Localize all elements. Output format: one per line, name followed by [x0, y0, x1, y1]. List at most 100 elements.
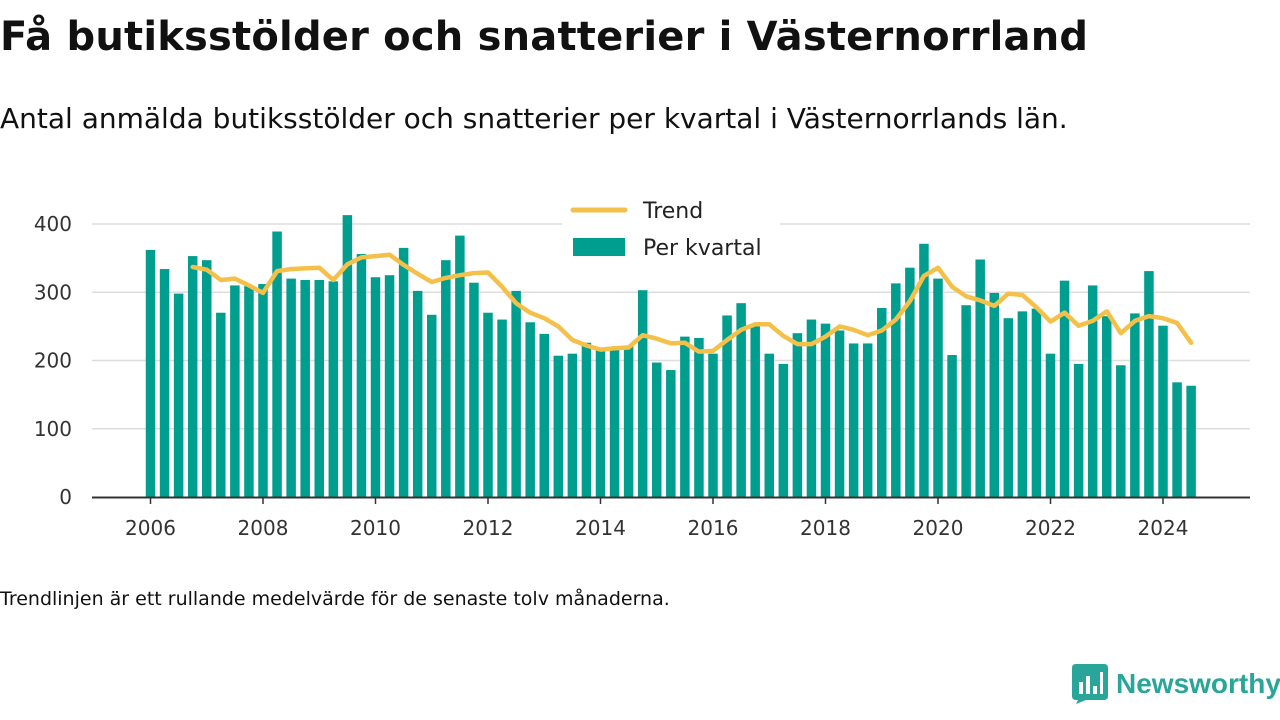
bar: [820, 323, 831, 497]
bar: [834, 330, 845, 497]
bar: [1087, 285, 1098, 497]
legend: Trend Per kvartal: [562, 192, 780, 264]
bar: [173, 293, 184, 497]
bar: [567, 353, 578, 497]
bar: [384, 275, 395, 497]
bar: [202, 260, 212, 497]
x-tick-label: 2022: [1025, 516, 1076, 540]
bar: [314, 279, 324, 497]
bar: [511, 290, 521, 497]
bar: [862, 343, 873, 497]
bar: [637, 290, 648, 497]
bar: [539, 333, 549, 497]
bar: [1031, 308, 1042, 497]
bar: [891, 283, 901, 497]
bar: [609, 348, 620, 497]
x-tick-label: 2024: [1138, 516, 1189, 540]
x-tick-label: 2012: [463, 516, 514, 540]
bar: [905, 267, 915, 497]
bar: [623, 345, 634, 497]
bar: [1130, 313, 1140, 497]
bar: [1144, 271, 1154, 497]
bar: [1172, 382, 1182, 497]
brand-name: Newsworthy: [1116, 668, 1280, 699]
bar: [595, 350, 606, 497]
bar: [342, 215, 353, 497]
bar: [1003, 318, 1014, 497]
bar: [216, 312, 226, 497]
bar: [947, 355, 957, 497]
bar: [356, 254, 367, 497]
y-tick-label: 400: [34, 212, 72, 236]
trend-series: [190, 252, 1194, 354]
bar: [187, 256, 198, 497]
bar: [525, 322, 535, 497]
chart-title: Få butiksstölder och snatterier i Väster…: [0, 14, 1089, 60]
bar: [736, 303, 746, 497]
bar: [230, 285, 240, 497]
bar: [1059, 280, 1070, 497]
bar: [1102, 316, 1112, 497]
bar: [300, 279, 310, 497]
bar: [933, 278, 943, 497]
brand-logo[interactable]: Newsworthy: [1072, 664, 1280, 704]
bar: [848, 343, 859, 497]
bar: [877, 307, 887, 497]
legend-bar-label: Per kvartal: [643, 236, 762, 261]
y-tick-label: 100: [34, 417, 72, 441]
bar: [919, 243, 929, 497]
bar: [806, 319, 817, 497]
bar: [666, 370, 676, 497]
bar: [989, 292, 999, 497]
bar: [553, 355, 564, 497]
axes: 0 100 200 300 400 2006 2008 2010 2012 2014 2016 201…: [34, 212, 1250, 540]
x-tick-label: 2010: [350, 516, 401, 540]
bar: [581, 342, 592, 497]
x-tick-label: 2018: [800, 516, 851, 540]
footnote: Trendlinjen är ett rullande medelvärde f…: [0, 588, 670, 610]
bar: [328, 281, 339, 497]
bar: [497, 319, 507, 497]
x-tick-label: 2014: [575, 516, 626, 540]
bar: [1116, 365, 1126, 497]
x-tick-label: 2008: [238, 516, 289, 540]
bar: [778, 363, 789, 497]
bar: [1186, 385, 1196, 497]
bar: [1158, 325, 1168, 497]
bar: [455, 235, 465, 498]
bar-series: [145, 215, 1196, 498]
bar: [370, 277, 381, 497]
bar: [244, 286, 254, 497]
bar: [469, 282, 479, 497]
bar: [722, 315, 732, 497]
bar: [412, 290, 423, 497]
bar: [975, 259, 985, 497]
y-tick-label: 300: [34, 280, 72, 304]
bar: [764, 353, 774, 497]
bar: [750, 324, 760, 497]
bar: [652, 362, 662, 497]
chart-subtitle: Antal anmälda butiksstölder och snatteri…: [0, 102, 1068, 135]
y-tick-label: 0: [59, 485, 72, 509]
bar: [961, 305, 971, 497]
trend-line: [190, 252, 1194, 354]
bar: [398, 247, 409, 497]
bar: [680, 336, 690, 497]
bar: [441, 260, 451, 497]
bar: [792, 333, 803, 497]
newsworthy-logo-icon: [1072, 664, 1108, 704]
bar: [286, 278, 296, 497]
bar: [708, 353, 718, 497]
bar: [159, 269, 170, 497]
y-tick-label: 200: [34, 349, 72, 373]
bar: [272, 231, 282, 497]
legend-bar-swatch: [573, 238, 625, 256]
x-tick-label: 2016: [688, 516, 739, 540]
bar: [145, 249, 156, 497]
bar: [427, 314, 437, 497]
bar: [1073, 363, 1084, 497]
bar: [694, 337, 704, 497]
bar: [1017, 311, 1028, 497]
bar: [1045, 353, 1056, 497]
